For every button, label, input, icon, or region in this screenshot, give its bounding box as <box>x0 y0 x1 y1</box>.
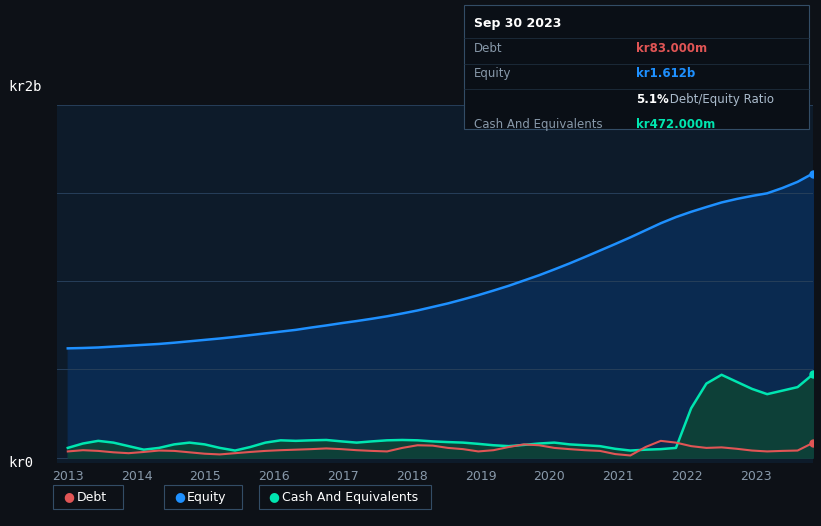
Text: Cash And Equivalents: Cash And Equivalents <box>474 118 603 131</box>
Text: Equity: Equity <box>187 491 227 503</box>
Text: kr2b: kr2b <box>8 80 42 95</box>
Text: Equity: Equity <box>474 67 511 80</box>
Text: kr0: kr0 <box>8 456 34 470</box>
Text: Sep 30 2023: Sep 30 2023 <box>474 17 561 30</box>
Text: ●: ● <box>268 491 279 503</box>
Text: Debt: Debt <box>76 491 107 503</box>
Text: kr83.000m: kr83.000m <box>636 42 708 55</box>
Text: Debt/Equity Ratio: Debt/Equity Ratio <box>666 93 774 106</box>
Text: 5.1%: 5.1% <box>636 93 669 106</box>
Text: ●: ● <box>174 491 185 503</box>
Text: Cash And Equivalents: Cash And Equivalents <box>282 491 418 503</box>
Text: Debt: Debt <box>474 42 502 55</box>
Text: kr472.000m: kr472.000m <box>636 118 716 131</box>
Text: kr1.612b: kr1.612b <box>636 67 695 80</box>
Text: ●: ● <box>63 491 74 503</box>
